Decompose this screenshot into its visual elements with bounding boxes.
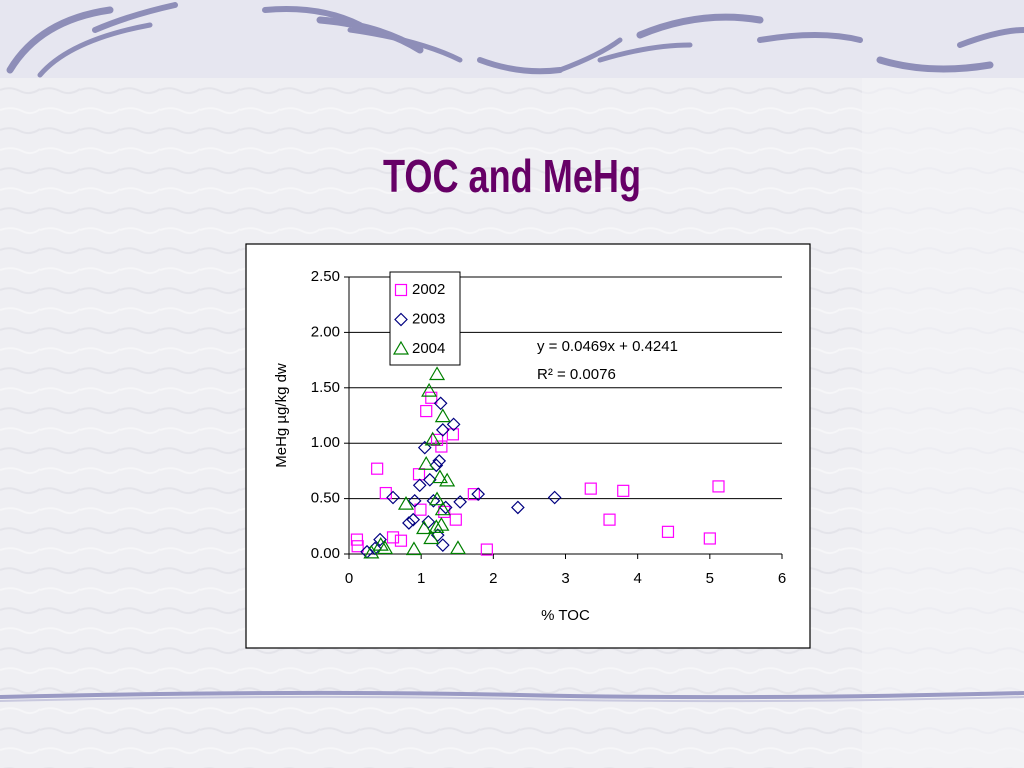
x-tick-label: 4 <box>633 570 641 587</box>
legend-marker <box>392 340 410 355</box>
data-point <box>351 540 364 553</box>
data-point <box>547 490 562 505</box>
bottom-rule <box>0 690 1024 703</box>
data-point <box>433 517 450 531</box>
y-tick-label: 1.00 <box>311 434 340 451</box>
data-point <box>434 501 451 516</box>
data-point <box>434 408 451 423</box>
data-point <box>433 396 448 411</box>
data-point <box>584 482 597 495</box>
data-point <box>418 456 435 470</box>
data-point <box>412 478 427 493</box>
side-panel <box>862 78 1024 768</box>
data-point <box>416 520 433 535</box>
data-point <box>406 512 421 527</box>
data-point <box>425 391 438 404</box>
top-band <box>0 0 1024 78</box>
data-point <box>471 487 486 502</box>
data-point <box>467 488 480 501</box>
data-point <box>453 495 467 509</box>
x-axis-label: % TOC <box>541 607 590 624</box>
annotation: y = 0.0469x + 0.4241 <box>537 338 678 355</box>
x-tick-label: 1 <box>417 570 425 587</box>
data-point <box>423 530 440 545</box>
legend-label: 2003 <box>412 310 445 327</box>
y-tick-label: 2.00 <box>311 323 340 340</box>
data-point <box>432 454 447 468</box>
data-point <box>424 431 441 446</box>
data-point <box>435 423 450 437</box>
data-point <box>428 519 445 534</box>
y-tick-label: 0.00 <box>311 545 340 562</box>
legend-label: 2002 <box>412 281 445 298</box>
data-point <box>350 533 364 546</box>
data-point <box>429 458 444 473</box>
data-point <box>373 532 387 547</box>
x-tick-label: 0 <box>345 570 353 587</box>
legend-label: 2004 <box>412 340 445 357</box>
data-point <box>661 525 675 538</box>
x-tick-label: 6 <box>778 570 786 587</box>
x-tick-label: 2 <box>489 570 497 587</box>
data-point <box>417 440 432 455</box>
legend-marker <box>394 283 408 297</box>
data-point <box>449 513 462 526</box>
data-point <box>422 472 437 487</box>
data-point <box>435 440 448 453</box>
data-point <box>603 513 616 526</box>
y-axis-label: MeHg µg/kg dw <box>273 363 290 468</box>
data-point <box>428 366 446 381</box>
data-point <box>712 480 725 493</box>
data-point <box>402 516 416 530</box>
data-point <box>428 491 446 506</box>
chart: 0.00 0.50 1.00 1.50 2.00 2.50 0 1 2 3 4 5 6 % TOC MeHg… <box>273 268 786 624</box>
data-point <box>449 540 467 555</box>
data-point <box>426 493 441 508</box>
data-point <box>420 404 433 418</box>
y-tick-label: 2.50 <box>311 268 340 285</box>
data-point <box>394 534 408 547</box>
data-point <box>480 543 493 556</box>
data-point <box>430 528 445 543</box>
legend-marker <box>394 312 408 327</box>
data-point <box>435 538 450 552</box>
y-tick-label: 1.50 <box>311 379 340 396</box>
x-tick-label: 3 <box>561 570 569 587</box>
data-point <box>431 469 448 484</box>
data-point <box>363 544 380 559</box>
data-point <box>386 490 400 505</box>
annotation: R² = 0.0076 <box>537 366 616 383</box>
data-point <box>511 500 525 515</box>
data-point <box>377 540 394 555</box>
chart-frame <box>245 243 811 649</box>
data-point <box>617 484 630 497</box>
data-point <box>405 541 422 556</box>
data-point <box>414 503 427 516</box>
slide-title: TOC and MeHg <box>383 150 641 202</box>
data-point <box>439 472 456 487</box>
data-point <box>446 417 461 432</box>
legend-box <box>389 271 461 366</box>
data-point <box>397 495 415 510</box>
data-point <box>372 536 389 551</box>
data-point <box>438 505 451 518</box>
data-point <box>386 531 400 544</box>
x-tick-label: 5 <box>706 570 714 587</box>
y-tick-label: 0.50 <box>311 490 340 507</box>
data-point <box>371 462 384 475</box>
data-point <box>407 493 422 508</box>
data-point <box>421 382 438 397</box>
data-point <box>703 532 716 545</box>
